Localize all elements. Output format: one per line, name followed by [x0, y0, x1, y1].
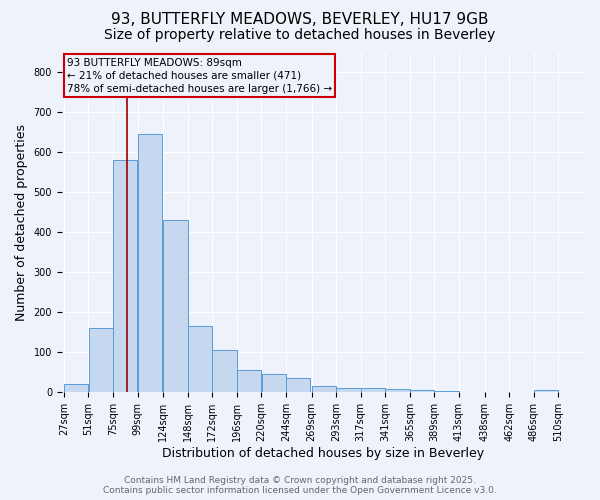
- Bar: [410, 390, 434, 392]
- Bar: [113, 160, 137, 392]
- Bar: [434, 391, 459, 392]
- Bar: [64, 384, 88, 392]
- Bar: [188, 326, 212, 392]
- Bar: [337, 388, 361, 392]
- Text: 93 BUTTERFLY MEADOWS: 89sqm
← 21% of detached houses are smaller (471)
78% of se: 93 BUTTERFLY MEADOWS: 89sqm ← 21% of det…: [67, 58, 332, 94]
- Bar: [312, 386, 336, 392]
- Bar: [385, 389, 410, 392]
- Bar: [89, 328, 113, 392]
- Bar: [163, 220, 188, 392]
- Text: Size of property relative to detached houses in Beverley: Size of property relative to detached ho…: [104, 28, 496, 42]
- Bar: [262, 374, 286, 392]
- Text: Contains HM Land Registry data © Crown copyright and database right 2025.
Contai: Contains HM Land Registry data © Crown c…: [103, 476, 497, 495]
- Bar: [237, 370, 261, 392]
- Text: 93, BUTTERFLY MEADOWS, BEVERLEY, HU17 9GB: 93, BUTTERFLY MEADOWS, BEVERLEY, HU17 9G…: [111, 12, 489, 28]
- X-axis label: Distribution of detached houses by size in Beverley: Distribution of detached houses by size …: [163, 447, 484, 460]
- Bar: [534, 390, 558, 392]
- Bar: [212, 350, 237, 393]
- Bar: [361, 388, 385, 392]
- Bar: [286, 378, 310, 392]
- Y-axis label: Number of detached properties: Number of detached properties: [15, 124, 28, 321]
- Bar: [138, 134, 162, 392]
